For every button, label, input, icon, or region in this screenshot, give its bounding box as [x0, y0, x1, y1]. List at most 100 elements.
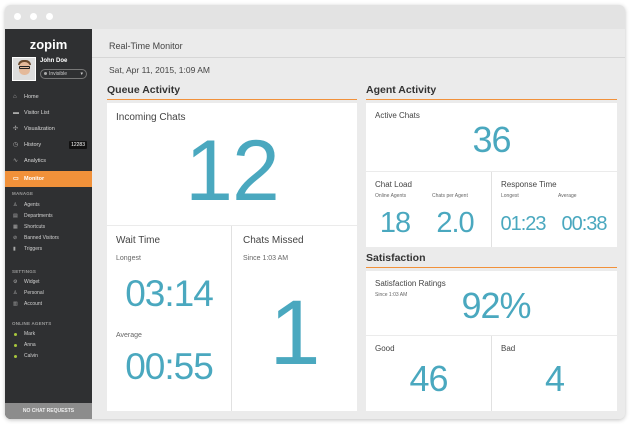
monitor-icon: ▭	[13, 176, 19, 182]
wait-average-label: Average	[116, 332, 142, 339]
header-divider	[92, 57, 625, 58]
online-agents-value: 18	[379, 207, 411, 239]
person-icon: ♙	[13, 202, 18, 208]
status-dot-icon	[44, 72, 47, 76]
incoming-chats-card: Incoming Chats 12	[107, 103, 357, 225]
window-close-dot[interactable]	[14, 13, 21, 20]
settings-item-account[interactable]: ▥ Account	[5, 299, 92, 310]
manage-item-banned-visitors[interactable]: ⊘ Banned Visitors	[5, 233, 92, 244]
gear-icon: ⚙	[13, 279, 18, 285]
response-average-value: 00:38	[561, 213, 607, 235]
wait-longest-label: Longest	[116, 255, 141, 262]
chat-load-label: Chat Load	[375, 180, 412, 189]
active-chats-label: Active Chats	[375, 111, 420, 120]
bar-chart-icon: ▥	[13, 301, 18, 307]
queue-divider	[107, 99, 357, 100]
nav-item-visitor-list[interactable]: ▬ Visitor List	[5, 105, 92, 121]
online-status-dot-icon	[14, 355, 17, 358]
settings-section-label: SETTINGS	[12, 269, 37, 274]
chat-bubble-icon: ▬	[13, 110, 19, 116]
response-longest-value: 01:23	[500, 213, 546, 235]
chats-per-agent-value: 2.0	[436, 207, 474, 239]
manage-item-agents[interactable]: ♙ Agents	[5, 200, 92, 211]
zopim-logo: zopim	[29, 37, 68, 52]
status-label: Invisible	[49, 71, 68, 77]
agent-divider	[366, 99, 617, 100]
queue-activity-title: Queue Activity	[107, 84, 181, 96]
bad-label: Bad	[501, 344, 516, 353]
wait-average-value: 00:55	[125, 346, 214, 387]
chats-per-agent-label: Chats per Agent	[432, 193, 468, 199]
no-chat-requests-bar[interactable]: NO CHAT REQUESTS	[5, 403, 92, 419]
manage-item-triggers[interactable]: ▮ Triggers	[5, 244, 92, 255]
active-chats-value: 36	[472, 119, 511, 160]
manage-section-label: MANAGE	[12, 191, 34, 196]
card-divider	[231, 226, 232, 411]
card-divider	[491, 336, 492, 411]
status-select[interactable]: Invisible ▾	[40, 69, 87, 79]
satisfaction-since: Since 1:03 AM	[375, 292, 408, 298]
agent-activity-title: Agent Activity	[366, 84, 437, 96]
incoming-chats-label: Incoming Chats	[116, 112, 186, 123]
wait-longest-value: 03:14	[125, 273, 214, 314]
nav-item-monitor[interactable]: ▭ Monitor	[5, 171, 92, 187]
window-minimize-dot[interactable]	[30, 13, 37, 20]
good-bad-card: Good 46 Bad 4	[366, 336, 617, 411]
trigger-icon: ▮	[13, 246, 16, 252]
online-status-dot-icon	[14, 344, 17, 347]
response-longest-label: Longest	[501, 193, 519, 199]
title-bar	[5, 5, 625, 29]
satisfaction-ratings-card: Satisfaction Ratings Since 1:03 AM 92%	[366, 271, 617, 335]
active-chats-card: Active Chats 36	[366, 103, 617, 171]
chevron-down-icon: ▾	[80, 71, 83, 77]
satisfaction-ratings-label: Satisfaction Ratings	[375, 279, 446, 288]
nav-item-visualization[interactable]: ✣ Visualization	[5, 121, 92, 137]
user-name: John Doe	[40, 58, 68, 64]
home-icon: ⌂	[13, 94, 17, 100]
chats-missed-value: 1	[269, 282, 320, 384]
manage-item-shortcuts[interactable]: ▦ Shortcuts	[5, 222, 92, 233]
page-title: Real-Time Monitor	[109, 41, 183, 51]
online-agent-item[interactable]: Mark	[5, 329, 92, 340]
nav-item-home[interactable]: ⌂ Home	[5, 89, 92, 105]
satisfaction-divider	[366, 267, 617, 268]
nav-item-analytics[interactable]: ∿ Analytics	[5, 153, 92, 169]
line-chart-icon: ∿	[13, 158, 19, 164]
settings-item-widget[interactable]: ⚙ Widget	[5, 277, 92, 288]
chat-load-response-card: Chat Load Online Agents Chats per Agent …	[366, 172, 617, 247]
good-value: 46	[409, 358, 448, 399]
satisfaction-ratings-value: 92%	[461, 285, 531, 326]
settings-item-personal[interactable]: ♙ Personal	[5, 288, 92, 299]
ban-icon: ⊘	[13, 235, 18, 241]
clock-icon: ◷	[13, 142, 19, 148]
history-count-badge: 12283	[69, 141, 87, 149]
window-maximize-dot[interactable]	[46, 13, 53, 20]
online-agent-item[interactable]: Calvin	[5, 351, 92, 362]
good-label: Good	[375, 344, 395, 353]
main-panel: Real-Time Monitor Sat, Apr 11, 2015, 1:0…	[92, 29, 625, 419]
shortcut-icon: ▦	[13, 224, 18, 230]
wait-time-label: Wait Time	[116, 235, 161, 246]
sidebar: zopim John Doe Invisible ▾ ⌂ Home ▬ Visito…	[5, 29, 92, 419]
bad-value: 4	[544, 358, 565, 399]
current-date: Sat, Apr 11, 2015, 1:09 AM	[109, 65, 210, 75]
manage-item-departments[interactable]: ▤ Departments	[5, 211, 92, 222]
wait-missed-card: Wait Time Longest 03:14 Average 00:55 Ch…	[107, 226, 357, 411]
chats-missed-since: Since 1:03 AM	[243, 255, 289, 262]
network-icon: ✣	[13, 126, 19, 132]
satisfaction-title: Satisfaction	[366, 252, 426, 264]
person-icon: ♙	[13, 290, 18, 296]
avatar[interactable]	[12, 57, 36, 81]
group-icon: ▤	[13, 213, 18, 219]
card-divider	[491, 172, 492, 247]
chats-missed-label: Chats Missed	[243, 235, 304, 246]
app-window: zopim John Doe Invisible ▾ ⌂ Home ▬ Visito…	[5, 5, 625, 419]
online-agent-item[interactable]: Anna	[5, 340, 92, 351]
nav-item-history[interactable]: ◷ History 12283	[5, 137, 92, 153]
online-agents-label: Online Agents	[375, 193, 407, 199]
response-time-label: Response Time	[501, 180, 557, 189]
online-status-dot-icon	[14, 333, 17, 336]
online-agents-section-label: ONLINE AGENTS	[12, 321, 52, 326]
response-average-label: Average	[558, 193, 577, 199]
incoming-chats-value: 12	[185, 123, 280, 219]
